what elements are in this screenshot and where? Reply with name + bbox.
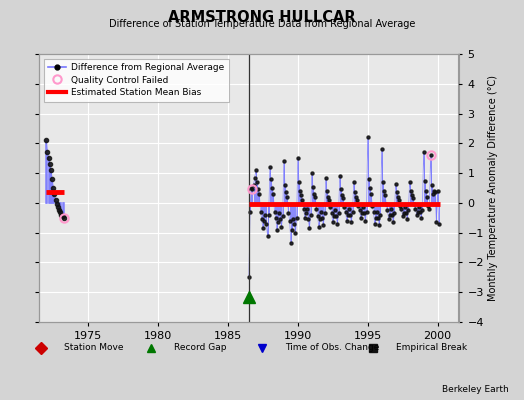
Text: Time of Obs. Change: Time of Obs. Change bbox=[285, 344, 379, 352]
Text: Berkeley Earth: Berkeley Earth bbox=[442, 385, 508, 394]
Text: ARMSTRONG HULLCAR: ARMSTRONG HULLCAR bbox=[168, 10, 356, 25]
Y-axis label: Monthly Temperature Anomaly Difference (°C): Monthly Temperature Anomaly Difference (… bbox=[488, 75, 498, 301]
Legend: Difference from Regional Average, Quality Control Failed, Estimated Station Mean: Difference from Regional Average, Qualit… bbox=[44, 58, 228, 102]
Text: Station Move: Station Move bbox=[64, 344, 123, 352]
Text: Difference of Station Temperature Data from Regional Average: Difference of Station Temperature Data f… bbox=[109, 19, 415, 29]
Text: Empirical Break: Empirical Break bbox=[396, 344, 467, 352]
Text: Record Gap: Record Gap bbox=[174, 344, 227, 352]
